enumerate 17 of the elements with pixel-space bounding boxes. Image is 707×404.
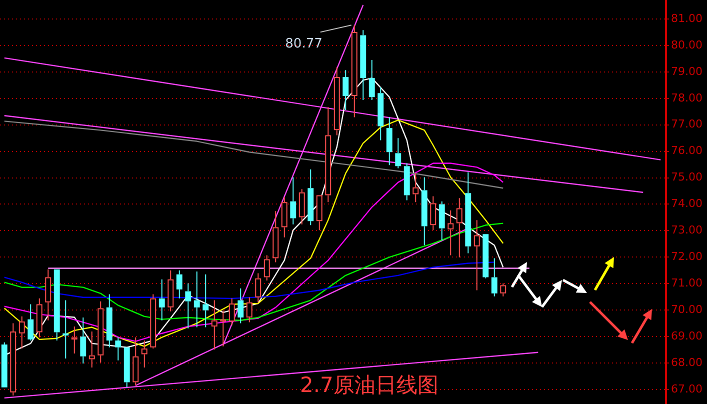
y-tick-label: 69.00 xyxy=(671,329,702,342)
y-tick-label: 77.00 xyxy=(671,118,702,131)
y-tick-label: 74.00 xyxy=(671,197,702,210)
y-tick-label: 73.00 xyxy=(671,224,702,237)
y-tick-label: 71.00 xyxy=(671,276,702,290)
annotation: 80.77 xyxy=(285,36,322,52)
y-tick-label: 80.00 xyxy=(671,38,702,52)
y-tick-label: 79.00 xyxy=(671,64,702,78)
y-tick-label: 78.00 xyxy=(671,91,702,104)
y-tick-label: 76.00 xyxy=(671,144,702,158)
y-tick-label: 72.00 xyxy=(671,250,702,264)
y-tick-label: 70.00 xyxy=(671,302,702,316)
y-tick-label: 67.00 xyxy=(671,382,702,396)
y-tick-label: 68.00 xyxy=(671,356,702,369)
y-tick-label: 75.00 xyxy=(671,170,702,184)
text: 2.7原油日线图 xyxy=(300,372,438,399)
y-tick-label: 81.00 xyxy=(671,12,702,25)
